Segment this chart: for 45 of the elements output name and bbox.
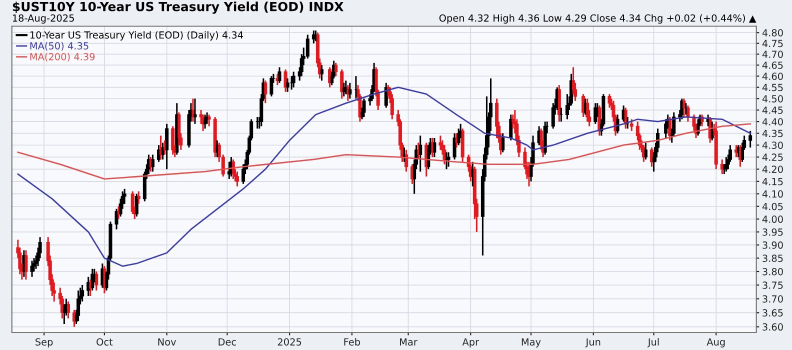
y-tick-label: 4.55 xyxy=(762,84,783,92)
chart-subtitle: 18-Aug-2025 xyxy=(12,14,74,24)
line-series xyxy=(17,123,752,180)
x-tick-label: Jul xyxy=(647,338,659,348)
x-tick-label: Feb xyxy=(344,338,360,346)
y-tick-label: 4.70 xyxy=(762,50,783,58)
legend-label: 10-Year US Treasury Yield (EOD) (Daily) 4.34 xyxy=(30,31,244,41)
x-tick-label: Mar xyxy=(400,338,418,346)
legend-label: MA(200) 4.39 xyxy=(30,52,95,62)
y-tick-label: 4.00 xyxy=(762,216,783,223)
x-tick-label: May xyxy=(522,338,541,348)
y-tick-label: 4.30 xyxy=(762,142,783,149)
y-tick-label: 4.25 xyxy=(762,154,783,161)
y-tick-label: 4.20 xyxy=(762,166,783,173)
y-tick-label: 4.40 xyxy=(762,118,783,126)
x-tick-label: Sep xyxy=(36,338,53,348)
y-tick-label: 3.75 xyxy=(762,282,783,289)
x-tick-label: Jun xyxy=(585,338,600,348)
y-tick-label: 4.35 xyxy=(762,130,783,138)
legend-label: MA(50) 4.35 xyxy=(30,42,88,51)
y-tick-label: 3.80 xyxy=(762,268,783,276)
x-tick-label: Apr xyxy=(462,338,480,348)
y-tick-label: 4.50 xyxy=(762,95,783,102)
y-tick-label: 4.15 xyxy=(762,178,783,186)
line-series xyxy=(17,86,752,267)
y-tick-label: 4.10 xyxy=(762,190,783,198)
y-tick-label: 4.65 xyxy=(762,62,783,69)
y-tick-label: 4.45 xyxy=(762,106,783,114)
x-tick-label: 2025 xyxy=(278,338,302,346)
y-tick-label: 3.60 xyxy=(762,323,783,331)
y-tick-label: 3.95 xyxy=(762,228,783,236)
y-tick-label: 3.85 xyxy=(762,254,783,262)
x-tick-label: Aug xyxy=(706,338,725,348)
y-tick-label: 3.65 xyxy=(762,309,783,317)
x-tick-label: Oct xyxy=(96,338,113,346)
y-tick-label: 4.60 xyxy=(762,72,783,80)
y-tick-label: 4.75 xyxy=(762,40,783,48)
x-tick-label: Dec xyxy=(218,338,236,346)
y-tick-label: 3.70 xyxy=(762,295,783,303)
y-tick-label: 4.80 xyxy=(762,29,783,36)
chart-title: $UST10Y 10-Year US Treasury Yield (EOD) INDX xyxy=(12,2,344,14)
x-tick-label: Nov xyxy=(158,338,176,346)
y-tick-label: 3.90 xyxy=(762,241,783,249)
y-tick-label: 4.05 xyxy=(762,202,783,210)
text: Open 4.32 High 4.36 Low 4.29 Close 4.34 Chg +0.02 (+0.44%) ▲ xyxy=(439,14,756,24)
